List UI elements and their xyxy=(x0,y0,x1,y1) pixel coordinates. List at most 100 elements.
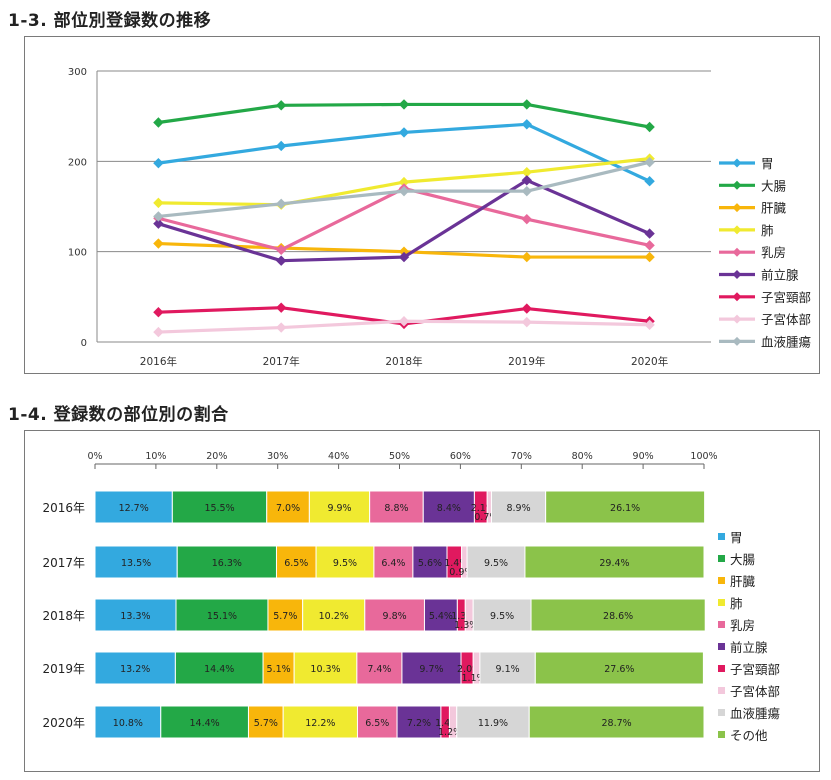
legend-marker xyxy=(732,314,742,324)
data-label: 1.3% xyxy=(454,620,478,631)
data-label: 9.1% xyxy=(496,664,520,675)
data-point xyxy=(153,117,164,128)
legend-label: 子宮体部 xyxy=(730,684,780,699)
legend-swatch xyxy=(718,731,725,738)
data-label: 15.5% xyxy=(204,503,234,514)
y-tick-label: 200 xyxy=(68,157,87,168)
data-label: 12.2% xyxy=(305,718,335,729)
bar-segment xyxy=(530,598,706,632)
data-label: 9.8% xyxy=(383,611,407,622)
x-tick-label: 2020年 xyxy=(631,355,668,368)
data-label: 1.1% xyxy=(461,673,485,684)
data-label: 9.9% xyxy=(327,503,351,514)
data-point xyxy=(153,197,164,209)
data-label: 1.4% xyxy=(444,558,468,569)
legend-label: 胃 xyxy=(761,156,774,171)
category-label: 2017年 xyxy=(42,556,85,570)
legend-swatch xyxy=(718,709,725,716)
legend-marker xyxy=(732,225,742,235)
data-point xyxy=(398,251,410,263)
data-label: 5.7% xyxy=(273,611,297,622)
data-label: 29.4% xyxy=(599,558,629,569)
bar-segment xyxy=(247,705,284,739)
data-point xyxy=(153,306,164,318)
category-label: 2018年 xyxy=(42,609,85,623)
bar-segment xyxy=(176,545,277,579)
data-label: 14.4% xyxy=(204,664,234,675)
bar-segment xyxy=(94,545,178,579)
data-point xyxy=(153,218,164,229)
x-tick-label: 20% xyxy=(206,451,227,462)
data-label: 9.5% xyxy=(490,611,514,622)
legend-label: 胃 xyxy=(730,530,743,545)
x-tick-label: 2017年 xyxy=(263,355,300,368)
legend-label: 肝臓 xyxy=(761,201,787,216)
legend-swatch xyxy=(718,687,725,694)
bar-segment xyxy=(94,598,177,632)
legend-label: 乳房 xyxy=(730,618,755,633)
bar-segment xyxy=(534,651,704,685)
bar-segment xyxy=(171,490,268,524)
legend-label: 子宮体部 xyxy=(761,312,811,327)
data-point xyxy=(521,251,532,263)
legend-label: 大腸 xyxy=(730,552,756,567)
legend-swatch xyxy=(718,643,725,650)
line-chart-heading: 1-3. 部位別登録数の推移 xyxy=(8,11,212,31)
data-label: 13.3% xyxy=(120,611,150,622)
bar-segment xyxy=(456,705,530,739)
data-label: 12.7% xyxy=(119,503,149,514)
x-tick-label: 2019年 xyxy=(508,355,545,368)
x-tick-label: 10% xyxy=(145,451,166,462)
data-point xyxy=(398,316,410,327)
legend-marker xyxy=(732,270,742,279)
legend-marker xyxy=(732,292,742,302)
bar-segment xyxy=(275,545,317,579)
bar-chart-panel: 0% 10% 20% 30% 40% 50% 60% 70% 80% 90% 100% 2016年 12… xyxy=(24,430,820,772)
data-label: 10.3% xyxy=(310,664,340,675)
line-chart-panel: 0 100 200 300 2016年 2017年 2018年 2019年 2020年 胃大腸 肝臓… xyxy=(24,36,820,374)
bar-segment xyxy=(293,651,358,685)
data-point xyxy=(521,316,532,328)
bar-segment xyxy=(373,545,414,579)
bar-segment xyxy=(401,651,462,685)
data-label: 6.5% xyxy=(284,558,308,569)
data-label: 8.4% xyxy=(437,503,461,514)
legend-swatch xyxy=(718,555,725,562)
bar-segment xyxy=(267,598,304,632)
data-point xyxy=(398,127,410,138)
legend-swatch xyxy=(718,665,725,672)
data-label: 5.1% xyxy=(267,664,291,675)
x-tick-label: 40% xyxy=(328,451,349,462)
y-tick-label: 0 xyxy=(81,338,87,349)
y-tick-label: 100 xyxy=(68,248,87,259)
bar-segment xyxy=(174,651,264,685)
legend-swatch xyxy=(718,599,725,606)
data-point xyxy=(398,176,410,188)
bar-segment xyxy=(282,705,358,739)
legend-swatch xyxy=(718,621,725,628)
legend-label: その他 xyxy=(730,728,768,743)
bar-segment xyxy=(364,598,425,632)
data-label: 26.1% xyxy=(610,503,640,514)
x-tick-label: 80% xyxy=(572,451,593,462)
x-tick-label: 90% xyxy=(633,451,654,462)
data-label: 9.7% xyxy=(419,664,443,675)
legend-marker xyxy=(732,158,742,168)
bar-segment xyxy=(545,490,706,524)
data-label: 7.4% xyxy=(367,664,391,675)
bar-segment xyxy=(175,598,269,632)
data-point xyxy=(644,319,655,331)
data-label: 9.5% xyxy=(333,558,357,569)
data-label: 8.8% xyxy=(384,503,408,514)
legend-label: 血液腫瘍 xyxy=(730,706,780,721)
bar-segment xyxy=(94,705,162,739)
x-tick-label: 100% xyxy=(690,451,717,462)
bar-segment xyxy=(369,490,424,524)
data-label: 10.2% xyxy=(319,611,349,622)
x-tick-label: 2016年 xyxy=(140,355,177,368)
legend-marker xyxy=(732,247,742,257)
data-label: 9.5% xyxy=(484,558,508,569)
data-point xyxy=(276,244,287,256)
legend-label: 肺 xyxy=(761,223,774,238)
data-point xyxy=(521,99,532,110)
